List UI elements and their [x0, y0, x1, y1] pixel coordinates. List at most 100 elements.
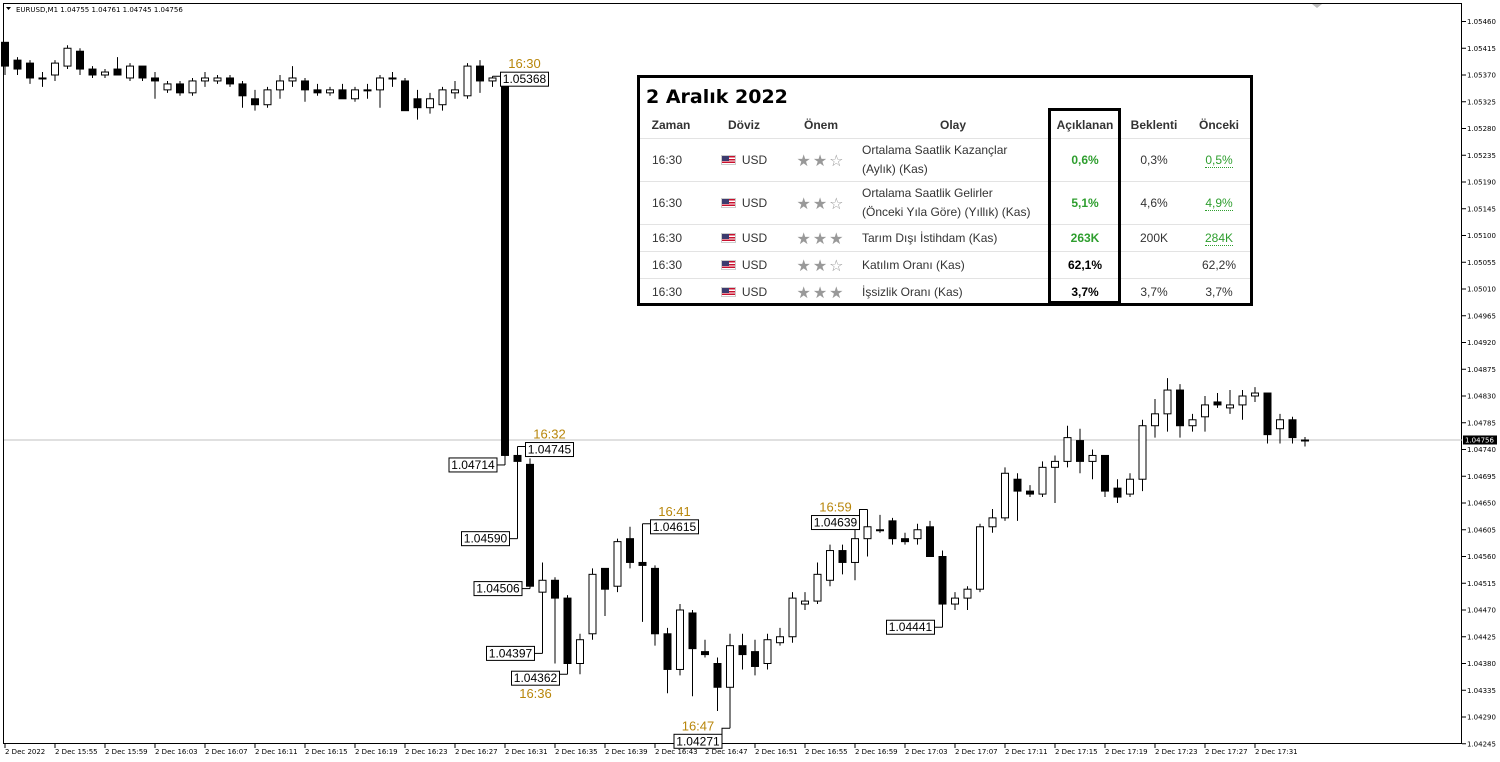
candle	[1063, 425, 1072, 468]
price-annotation-box	[511, 670, 560, 686]
candle	[538, 562, 547, 654]
candle	[388, 72, 397, 87]
candle	[501, 76, 509, 465]
row-actual: 263K	[1050, 224, 1120, 252]
time-annotation-label: 16:32	[533, 427, 566, 442]
candle	[1201, 396, 1209, 432]
row-previous: 4,9%	[1188, 181, 1250, 225]
header-forecast: Beklenti	[1130, 118, 1178, 132]
candle	[1163, 378, 1172, 432]
candle	[676, 604, 684, 676]
candle	[338, 83, 347, 100]
candle	[638, 523, 647, 622]
candle	[551, 577, 559, 664]
x-tick-label: 2 Dec 17:31	[1255, 748, 1298, 756]
candle	[1, 41, 9, 75]
candle	[1188, 413, 1197, 432]
us-flag-icon	[720, 197, 736, 208]
current-price-label: 1.04756	[1465, 436, 1494, 444]
candle	[1251, 387, 1259, 402]
row-forecast: 4,6%	[1120, 181, 1188, 225]
row-event[interactable]: Ortalama Saatlik Kazançlar (Aylık) (Kas)	[856, 138, 1050, 182]
y-tick-label: 1.04785	[1467, 419, 1496, 427]
price-annotation-label: 1.04441	[889, 620, 933, 634]
candle	[1238, 390, 1247, 420]
candle	[663, 627, 672, 694]
x-tick-label: 2 Dec 16:39	[605, 748, 648, 756]
us-flag-icon	[720, 286, 736, 297]
candle	[1051, 455, 1059, 503]
y-tick-label: 1.04875	[1467, 366, 1496, 374]
row-event[interactable]: Tarım Dışı İstihdam (Kas)	[856, 224, 1050, 252]
row-actual: 5,1%	[1050, 181, 1120, 225]
us-flag-icon	[720, 259, 736, 270]
row-event[interactable]: Katılım Oranı (Kas)	[856, 251, 1050, 279]
candle	[938, 550, 947, 628]
time-axis[interactable]: 2 Dec 2022 2 Dec 15:55 2 Dec 15:59 2 Dec 16…	[4, 744, 1298, 756]
y-tick-label: 1.05370	[1467, 72, 1496, 80]
price-annotation-box	[650, 519, 699, 535]
row-forecast	[1120, 251, 1188, 279]
candle	[751, 639, 759, 676]
candle	[401, 77, 409, 112]
price-annotation-label: 1.04362	[514, 671, 558, 685]
price-annotation-box	[886, 619, 935, 635]
y-tick-label: 1.05145	[1467, 205, 1496, 213]
candle	[301, 77, 309, 102]
row-time: 16:30	[640, 278, 702, 305]
x-tick-label: 2 Dec 17:07	[955, 748, 998, 756]
y-tick-label: 1.05100	[1467, 232, 1496, 240]
x-tick-label: 2 Dec 16:51	[755, 748, 798, 756]
candle	[1001, 467, 1009, 521]
x-tick-label: 2 Dec 2022	[5, 748, 45, 756]
candle	[688, 610, 697, 697]
candle	[626, 526, 634, 569]
candle	[526, 458, 534, 589]
row-previous: 3,7%	[1188, 278, 1250, 305]
y-tick-label: 1.04515	[1467, 580, 1496, 588]
row-forecast: 200K	[1120, 224, 1188, 252]
y-tick-label: 1.04830	[1467, 393, 1496, 401]
candle	[326, 86, 334, 96]
candle	[601, 567, 609, 616]
candle	[1263, 392, 1272, 444]
candle	[563, 595, 572, 675]
candle	[738, 633, 747, 670]
candle	[1288, 416, 1297, 444]
candle	[1301, 437, 1309, 447]
row-currency: USD	[702, 138, 786, 182]
importance-stars: ★★★	[786, 278, 856, 305]
candle	[288, 66, 297, 87]
candle	[1038, 461, 1047, 498]
y-tick-label: 1.04290	[1467, 714, 1496, 722]
importance-stars: ★★☆	[786, 251, 856, 279]
candle	[901, 532, 909, 545]
plot-frame	[3, 3, 1462, 744]
row-event[interactable]: İşsizlik Oranı (Kas)	[856, 278, 1050, 305]
y-tick-label: 1.04695	[1467, 473, 1496, 481]
candle	[363, 83, 372, 99]
candle	[913, 523, 922, 545]
price-annotation-label: 1.04745	[528, 443, 572, 457]
x-tick-label: 2 Dec 16:35	[555, 748, 598, 756]
candle	[763, 633, 772, 670]
y-tick-label: 1.04470	[1467, 607, 1496, 615]
row-currency: USD	[702, 278, 786, 305]
price-axis[interactable]: 1.05460 1.05415 1.05370 1.05325 1.05280 1.052…	[1462, 18, 1496, 748]
candle	[513, 446, 522, 539]
header-actual: Açıklanan	[1056, 118, 1114, 132]
row-time: 16:30	[640, 138, 702, 182]
y-tick-label: 1.04245	[1467, 740, 1496, 748]
candle	[951, 592, 959, 610]
candle	[413, 89, 422, 120]
dropdown-triangle-icon[interactable]	[6, 7, 11, 10]
candle	[1151, 398, 1159, 438]
row-event[interactable]: Ortalama Saatlik Gelirler (Önceki Yıla Gö…	[856, 181, 1050, 225]
price-annotation: 1.04397	[486, 645, 543, 661]
price-annotation-box	[473, 581, 523, 597]
price-annotation: 1.04590	[461, 531, 518, 547]
candle	[201, 72, 209, 87]
candle	[438, 86, 447, 111]
